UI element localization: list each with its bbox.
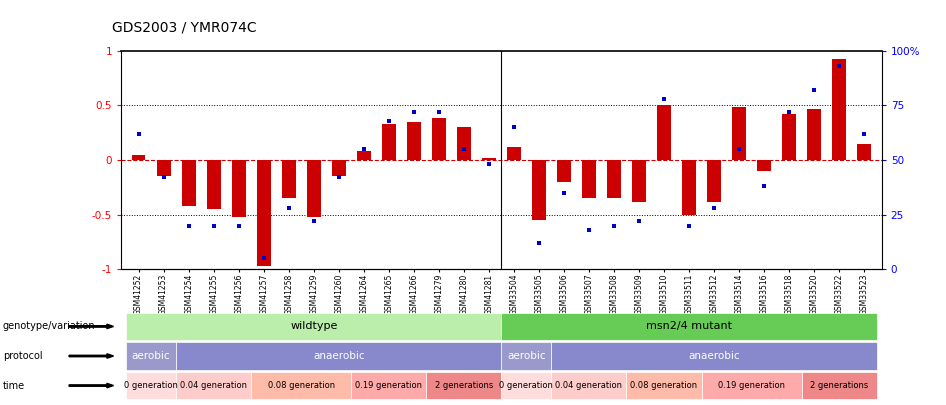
Bar (307, 160, 321, 217)
Bar (157, 160, 170, 177)
Text: 0.04 generation: 0.04 generation (180, 381, 247, 390)
Text: 0 generation: 0 generation (124, 381, 178, 390)
Text: 2 generations: 2 generations (810, 381, 868, 390)
Bar (432, 118, 446, 160)
Bar (557, 160, 570, 182)
Bar (607, 160, 621, 198)
Bar (732, 107, 746, 160)
Bar (182, 160, 196, 206)
Bar (232, 160, 246, 217)
Text: 0 generation: 0 generation (499, 381, 553, 390)
Bar (582, 160, 596, 198)
Text: 0.19 generation: 0.19 generation (718, 381, 785, 390)
Bar (532, 160, 546, 220)
Text: 0.08 generation: 0.08 generation (268, 381, 335, 390)
Text: anaerobic: anaerobic (689, 351, 740, 361)
Bar (482, 158, 496, 160)
Bar (807, 109, 821, 160)
Text: GDS2003 / YMR074C: GDS2003 / YMR074C (112, 20, 256, 34)
Text: 0.04 generation: 0.04 generation (555, 381, 622, 390)
Bar (407, 122, 421, 160)
Bar (857, 144, 871, 160)
Text: aerobic: aerobic (131, 351, 170, 361)
Text: 2 generations: 2 generations (435, 381, 493, 390)
Text: time: time (3, 381, 25, 390)
Bar (282, 160, 295, 198)
Text: 0.08 generation: 0.08 generation (630, 381, 697, 390)
Bar (256, 160, 271, 266)
Bar (757, 160, 771, 171)
Bar (131, 154, 146, 160)
Bar (357, 151, 371, 160)
Bar (382, 124, 395, 160)
Text: genotype/variation: genotype/variation (3, 322, 96, 331)
Bar (207, 160, 220, 209)
Bar (708, 160, 721, 202)
Text: msn2/4 mutant: msn2/4 mutant (646, 322, 732, 331)
Text: aerobic: aerobic (507, 351, 546, 361)
Bar (507, 147, 520, 160)
Text: anaerobic: anaerobic (313, 351, 364, 361)
Bar (632, 160, 646, 202)
Text: protocol: protocol (3, 351, 43, 361)
Bar (682, 160, 696, 215)
Text: 0.19 generation: 0.19 generation (356, 381, 422, 390)
Bar (457, 127, 471, 160)
Bar (657, 105, 671, 160)
Bar (782, 114, 796, 160)
Text: wildtype: wildtype (290, 322, 338, 331)
Bar (332, 160, 345, 177)
Bar (832, 60, 846, 160)
